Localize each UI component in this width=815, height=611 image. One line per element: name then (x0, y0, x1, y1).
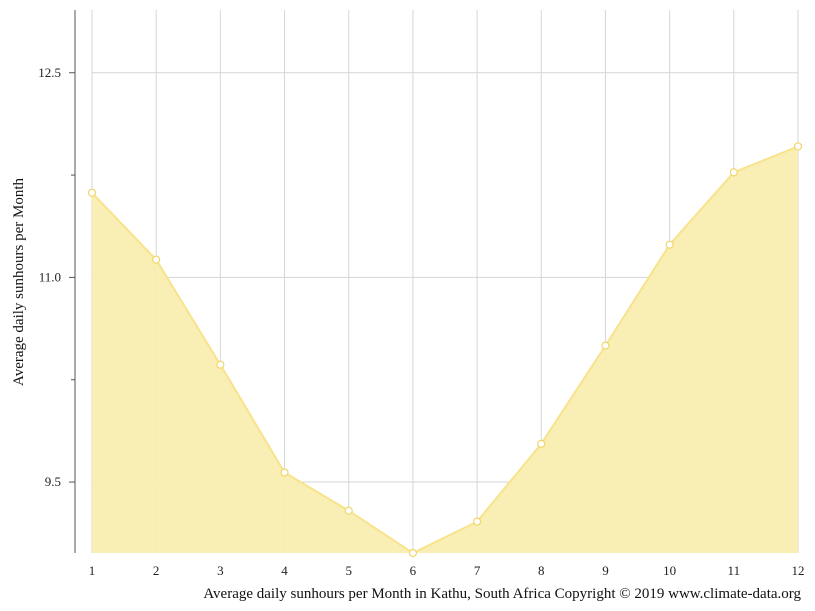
x-tick-label: 1 (89, 563, 96, 578)
data-point-11 (729, 168, 738, 177)
y-tick-label: 12.5 (38, 65, 61, 80)
area-fill (92, 146, 798, 553)
x-tick-label: 7 (474, 563, 481, 578)
x-tick-label: 3 (217, 563, 224, 578)
data-point-1 (87, 188, 97, 197)
data-point-9 (601, 341, 610, 350)
data-point-4 (280, 468, 289, 477)
data-point-2 (152, 255, 161, 264)
chart-caption: Average daily sunhours per Month in Kath… (203, 586, 801, 602)
y-axis-title: Average daily sunhours per Month (11, 178, 27, 387)
data-point-6 (408, 548, 418, 558)
x-tick-label: 8 (538, 563, 545, 578)
data-point-8 (537, 439, 546, 448)
data-points (87, 142, 803, 558)
y-tick-label: 11.0 (39, 269, 61, 284)
x-tick-label: 12 (792, 563, 805, 578)
x-tick-label: 2 (153, 563, 160, 578)
tick-labels: 9.511.012.51 2 3 4 5 6 7 8 9 10 11 12 (38, 65, 804, 578)
x-tick-label: 6 (410, 563, 417, 578)
x-tick-label: 4 (281, 563, 288, 578)
x-tick-label: 9 (602, 563, 609, 578)
axes (69, 10, 76, 553)
data-point-7 (472, 517, 482, 526)
data-point-5 (344, 506, 353, 515)
series-line (91, 145, 799, 555)
x-tick-label: 5 (345, 563, 352, 578)
x-tick-label: 10 (663, 563, 676, 578)
data-point-3 (216, 360, 225, 369)
data-point-12 (793, 142, 803, 151)
data-point-10 (665, 240, 674, 249)
y-tick-label: 9.5 (45, 474, 61, 489)
x-tick-label: 11 (728, 563, 741, 578)
